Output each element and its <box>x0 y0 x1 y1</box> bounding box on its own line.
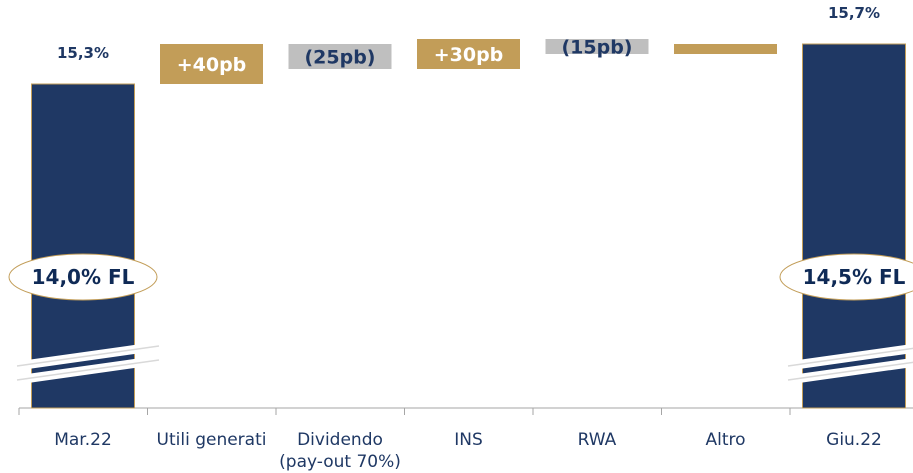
bar-altro <box>674 44 777 54</box>
x-tick-label: Giu.22 <box>826 430 882 450</box>
fully-loaded-ellipse <box>8 253 158 301</box>
axis-break-line <box>16 345 160 367</box>
axis-break-mark <box>787 343 913 385</box>
delta-label: +40pb <box>177 54 247 76</box>
fully-loaded-label: 14,5% FL <box>803 265 906 289</box>
axis-break-line <box>787 361 913 381</box>
axis-break-line <box>16 359 160 381</box>
x-tick-label: Dividendo <box>297 430 383 450</box>
fully-loaded-label: 14,0% FL <box>32 265 135 289</box>
delta-label: (25pb) <box>304 47 375 69</box>
bar-dividendo <box>288 44 392 69</box>
fully-loaded-ellipse <box>779 253 913 301</box>
value-label: 15,3% <box>57 44 109 62</box>
x-tick-label: Altro <box>705 430 745 450</box>
x-tick-label: Utili generati <box>157 430 267 450</box>
delta-label: +30pb <box>434 44 504 66</box>
axis-break-mark <box>16 341 160 385</box>
x-tick-label: RWA <box>578 430 617 450</box>
fully-loaded-callout: 14,5% FL <box>779 253 913 301</box>
bar-rwa <box>545 39 649 54</box>
fully-loaded-callout: 14,0% FL <box>8 253 158 301</box>
bar-utili-generati <box>160 44 263 84</box>
axis-break-line <box>787 347 913 367</box>
value-label: 15,7% <box>828 4 880 22</box>
x-tick-label: INS <box>454 430 483 450</box>
x-tick-label: (pay-out 70%) <box>279 452 401 472</box>
bar-ins <box>417 39 520 69</box>
x-tick-label: Mar.22 <box>54 430 112 450</box>
delta-label: (15pb) <box>561 37 632 59</box>
